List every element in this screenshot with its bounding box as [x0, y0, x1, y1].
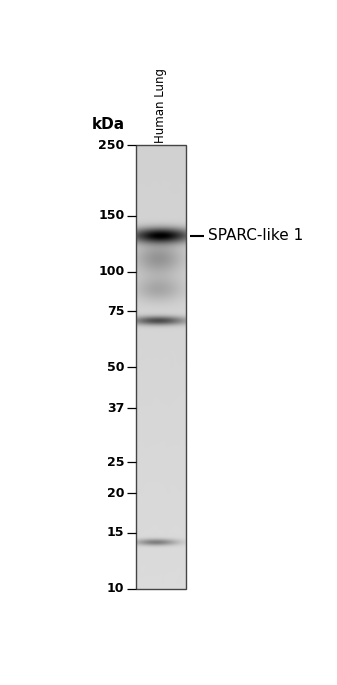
Text: kDa: kDa: [91, 117, 124, 132]
Text: SPARC-like 1: SPARC-like 1: [208, 228, 303, 243]
Text: 10: 10: [107, 582, 124, 595]
Text: 50: 50: [107, 360, 124, 373]
Text: 15: 15: [107, 526, 124, 539]
Text: Human Lung: Human Lung: [154, 68, 167, 143]
Text: 150: 150: [98, 210, 124, 223]
Text: 37: 37: [107, 402, 124, 415]
Text: 75: 75: [107, 305, 124, 318]
Bar: [136, 145, 186, 588]
Text: 20: 20: [107, 486, 124, 499]
Text: 100: 100: [98, 265, 124, 278]
Text: 250: 250: [98, 139, 124, 152]
Text: 25: 25: [107, 456, 124, 469]
